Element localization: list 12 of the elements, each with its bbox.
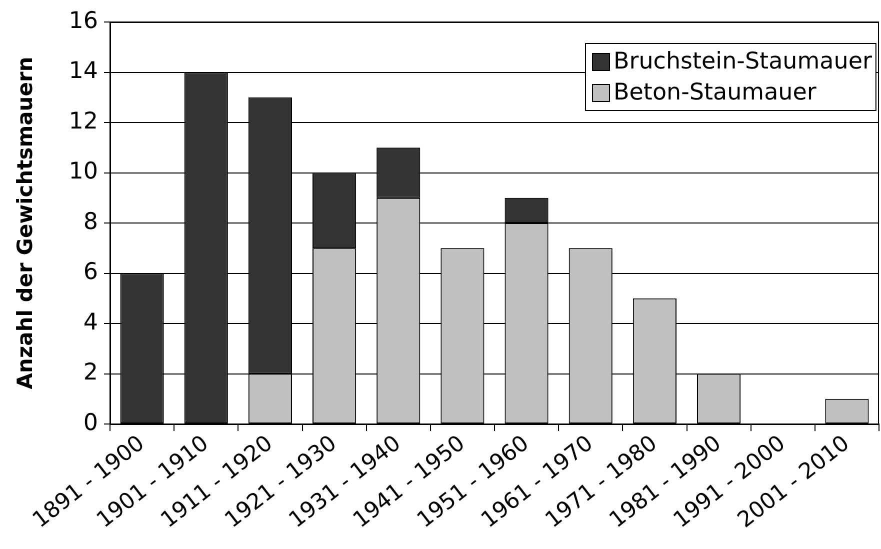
y-tick-label: 16: [68, 8, 98, 34]
y-tick-label: 6: [83, 259, 98, 286]
y-tick-label: 4: [83, 309, 98, 336]
legend-label: Beton-Staumauer: [614, 79, 817, 106]
legend-label: Bruchstein-Staumauer: [614, 48, 872, 74]
y-tick-label: 12: [68, 108, 98, 134]
y-tick-label: 0: [83, 410, 98, 436]
y-tick-label: 14: [68, 58, 98, 84]
y-tick-label: 2: [83, 360, 98, 386]
y-tick-label: 10: [68, 158, 98, 185]
y-axis-title: Anzahl der Gewichtsmauern: [13, 56, 38, 390]
y-tick-label: 8: [83, 208, 98, 235]
